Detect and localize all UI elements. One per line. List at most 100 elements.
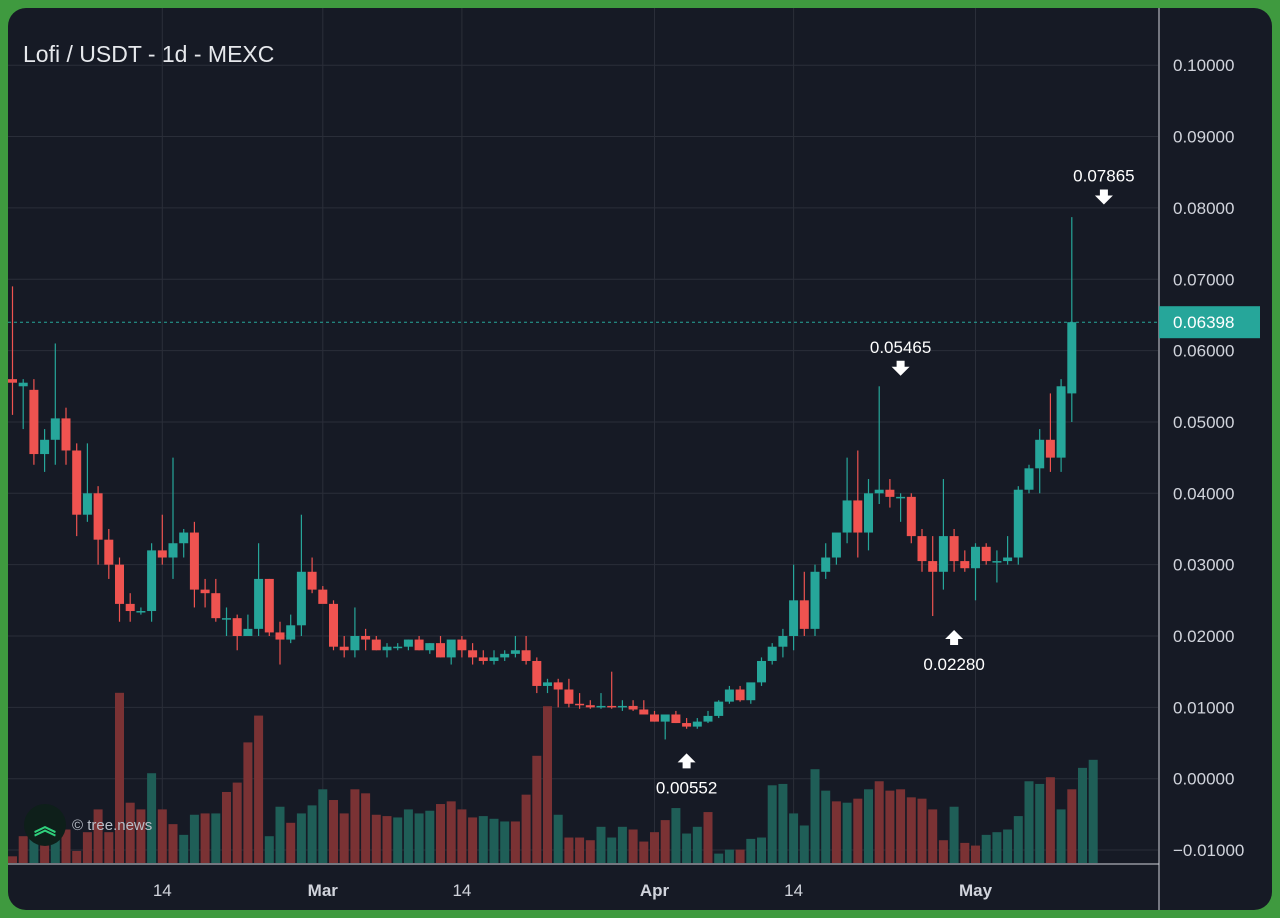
candle-down bbox=[981, 546, 991, 562]
volume-bar bbox=[436, 804, 445, 863]
candle-up bbox=[179, 532, 189, 544]
candle-down bbox=[29, 389, 39, 455]
candle-up bbox=[660, 714, 670, 722]
volume-bar bbox=[1035, 783, 1045, 863]
volume-bar bbox=[8, 856, 17, 863]
volume-bar bbox=[1067, 789, 1077, 863]
candle-down bbox=[928, 561, 938, 572]
candle-up bbox=[810, 571, 820, 629]
last-price-label: 0.06398 bbox=[1173, 313, 1234, 332]
volume-bar bbox=[264, 836, 274, 863]
volume-bar bbox=[393, 817, 403, 863]
low-price-label: 0.02280 bbox=[923, 655, 984, 674]
candle-down bbox=[8, 379, 17, 383]
volume-bar bbox=[72, 850, 82, 863]
high-price-label: 0.05465 bbox=[870, 338, 931, 357]
candle-down bbox=[735, 689, 745, 701]
volume-bar bbox=[457, 809, 467, 863]
candle-up bbox=[403, 639, 413, 647]
candle-up bbox=[382, 646, 392, 651]
candle-up bbox=[500, 653, 510, 658]
candle-up bbox=[286, 625, 296, 640]
candle-up bbox=[350, 636, 360, 651]
candle-up bbox=[842, 500, 852, 533]
candle-up bbox=[510, 650, 520, 654]
y-tick-label: 0.00000 bbox=[1173, 770, 1234, 789]
volume-bar bbox=[949, 806, 959, 863]
volume-bar bbox=[125, 802, 135, 863]
candle-down bbox=[532, 660, 542, 686]
volume-bar bbox=[82, 832, 92, 863]
y-tick-label: 0.07000 bbox=[1173, 270, 1234, 289]
y-tick-label: 0.10000 bbox=[1173, 56, 1234, 75]
y-tick-label: 0.06000 bbox=[1173, 342, 1234, 361]
candle-down bbox=[650, 714, 659, 722]
candle-up bbox=[296, 571, 306, 626]
y-tick-label: 0.03000 bbox=[1173, 556, 1234, 575]
volume-bar bbox=[286, 822, 296, 863]
candle-up bbox=[1035, 439, 1045, 469]
volume-bar bbox=[29, 830, 39, 863]
volume-bar bbox=[842, 802, 852, 863]
candle-down bbox=[339, 646, 349, 651]
volume-bar bbox=[650, 832, 659, 863]
volume-bar bbox=[510, 821, 520, 863]
candle-down bbox=[275, 632, 285, 640]
volume-bar bbox=[222, 791, 231, 863]
candle-down bbox=[478, 657, 488, 661]
volume-bar bbox=[553, 814, 563, 863]
candle-down bbox=[104, 539, 114, 565]
volume-bar bbox=[810, 769, 820, 863]
candle-down bbox=[521, 650, 531, 661]
candle-down bbox=[93, 493, 103, 540]
candle-up bbox=[446, 639, 456, 658]
candle-down bbox=[799, 600, 809, 629]
candle-down bbox=[682, 723, 692, 727]
candle-up bbox=[489, 657, 499, 661]
candle-up bbox=[1013, 489, 1023, 558]
volume-bar bbox=[104, 832, 114, 863]
candle-up bbox=[425, 643, 435, 651]
candle-down bbox=[607, 705, 617, 708]
volume-bar bbox=[992, 832, 1002, 863]
candle-up bbox=[82, 493, 92, 515]
candle-up bbox=[821, 557, 831, 572]
volume-bar bbox=[200, 813, 210, 863]
y-tick-label: 0.02000 bbox=[1173, 627, 1234, 646]
volume-bar bbox=[339, 813, 349, 863]
chart-title: Lofi / USDT - 1d - MEXC bbox=[23, 41, 275, 67]
candlestick-chart[interactable]: 0.10000 0.09000 0.08000 0.07000 0.06000 0.050… bbox=[8, 8, 1272, 910]
candle-up bbox=[18, 382, 28, 387]
arrow-up-icon bbox=[945, 630, 964, 646]
y-tick-label: 0.09000 bbox=[1173, 128, 1234, 147]
y-tick-label: 0.01000 bbox=[1173, 698, 1234, 717]
x-tick-label: 14 bbox=[784, 881, 803, 900]
candle-up bbox=[596, 705, 606, 708]
volume-bar bbox=[254, 715, 264, 863]
candle-up bbox=[617, 705, 627, 708]
last-price-tag bbox=[1159, 306, 1260, 339]
arrow-down-icon bbox=[1094, 189, 1113, 205]
y-tick-label: −0.01000 bbox=[1173, 841, 1244, 860]
volume-bar bbox=[906, 797, 916, 863]
volume-bar bbox=[1013, 816, 1023, 863]
volume-bar bbox=[61, 829, 71, 863]
candle-down bbox=[853, 500, 863, 533]
candle-down bbox=[125, 603, 135, 612]
volume-bar bbox=[93, 809, 103, 863]
volume-bar bbox=[275, 806, 285, 863]
volume-bar bbox=[938, 840, 948, 863]
candle-up bbox=[40, 439, 50, 455]
candle-down bbox=[575, 703, 585, 706]
volume-bar bbox=[692, 826, 702, 863]
candle-down bbox=[189, 532, 199, 590]
y-tick-label: 0.08000 bbox=[1173, 199, 1234, 218]
volume-bar bbox=[40, 833, 50, 863]
volume-bar bbox=[478, 816, 488, 863]
volume-bar bbox=[735, 849, 745, 863]
candle-up bbox=[703, 715, 713, 722]
volume-bar bbox=[874, 781, 884, 863]
candle-up bbox=[778, 636, 788, 647]
volume-bar bbox=[425, 810, 435, 863]
volume-bar bbox=[179, 834, 189, 863]
